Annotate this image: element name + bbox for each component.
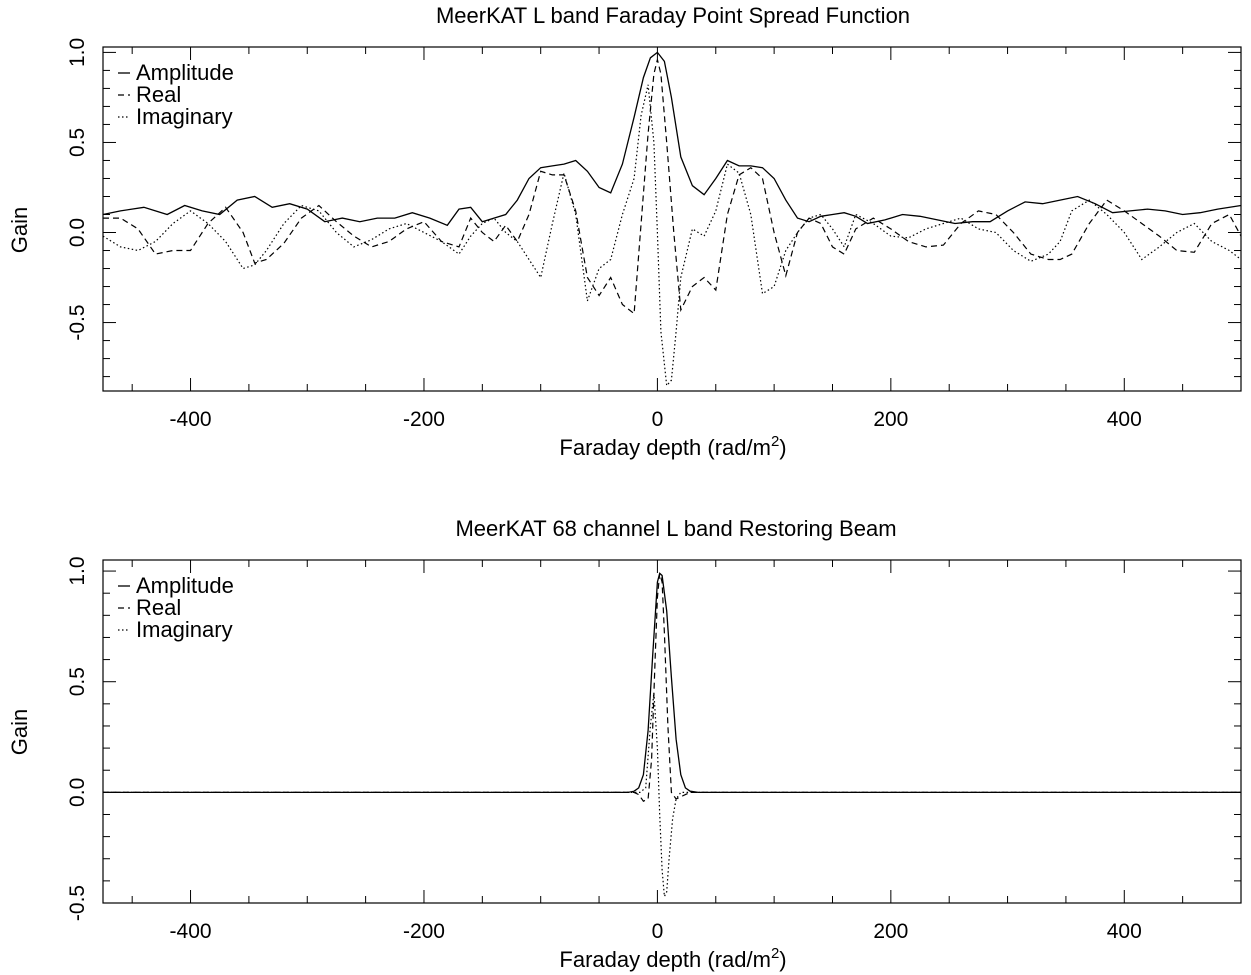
legend-label-amplitude: Amplitude bbox=[136, 60, 234, 85]
legend-label-real: Real bbox=[136, 595, 181, 620]
x-tick-label: 400 bbox=[1107, 408, 1142, 431]
y-tick-label: 1.0 bbox=[66, 556, 89, 585]
x-tick-label: -200 bbox=[403, 920, 445, 943]
y-axis-label: Gain bbox=[7, 709, 32, 755]
series-layer bbox=[102, 51, 1242, 388]
y-tick-label: 0.0 bbox=[66, 778, 89, 807]
x-tick-label: 0 bbox=[652, 920, 664, 943]
series-layer bbox=[103, 572, 1241, 899]
x-axis-label-superscript: 2 bbox=[771, 945, 779, 962]
x-tick-label: -200 bbox=[403, 408, 445, 431]
y-tick-label: 0.0 bbox=[66, 218, 89, 247]
chart-psf: MeerKAT L band Faraday Point Spread Func… bbox=[7, 3, 1242, 460]
series-line-imaginary bbox=[103, 692, 1241, 899]
axis-ticks bbox=[103, 47, 1242, 391]
legend-label-real: Real bbox=[136, 82, 181, 107]
x-tick-label: -400 bbox=[170, 408, 212, 431]
x-axis-label: Faraday depth (rad/m2) bbox=[559, 945, 786, 972]
legend-label-imaginary: Imaginary bbox=[136, 617, 233, 642]
legend-label-imaginary: Imaginary bbox=[136, 104, 233, 129]
axis-ticks bbox=[103, 560, 1242, 904]
chart-title: MeerKAT 68 channel L band Restoring Beam bbox=[455, 516, 896, 541]
x-tick-label: -400 bbox=[170, 920, 212, 943]
y-tick-label: 0.5 bbox=[66, 667, 89, 696]
tick-labels: -400 -200 0 200 400 -0.5 0.0 0.5 1.0 bbox=[66, 38, 1142, 431]
x-axis-label-text: Faraday depth (rad/m bbox=[559, 947, 771, 972]
series-line-real bbox=[103, 573, 1241, 802]
chart-title: MeerKAT L band Faraday Point Spread Func… bbox=[436, 3, 910, 28]
x-axis-label-text: Faraday depth (rad/m bbox=[559, 435, 771, 460]
x-axis-label-close: ) bbox=[779, 947, 786, 972]
series-line-real bbox=[103, 59, 1242, 315]
x-tick-label: 200 bbox=[873, 408, 908, 431]
series-line-amplitude bbox=[103, 572, 1241, 794]
legend-label-amplitude: Amplitude bbox=[136, 573, 234, 598]
y-tick-label: -0.5 bbox=[66, 304, 89, 340]
plot-frame bbox=[102, 559, 1242, 904]
x-axis-label-superscript: 2 bbox=[771, 433, 779, 450]
x-tick-label: 200 bbox=[873, 920, 908, 943]
x-axis-label: Faraday depth (rad/m2) bbox=[559, 433, 786, 460]
x-tick-label: 0 bbox=[652, 408, 664, 431]
y-tick-label: -0.5 bbox=[66, 885, 89, 921]
y-tick-label: 1.0 bbox=[66, 38, 89, 67]
chart-restoring-beam: MeerKAT 68 channel L band Restoring Beam… bbox=[7, 516, 1242, 972]
x-tick-label: 400 bbox=[1107, 920, 1142, 943]
tick-labels: -400 -200 0 200 400 -0.5 0.0 0.5 1.0 bbox=[66, 556, 1142, 943]
y-axis-label: Gain bbox=[7, 207, 32, 253]
series-line-imaginary bbox=[102, 84, 1242, 388]
series-line-amplitude bbox=[102, 51, 1242, 227]
y-tick-label: 0.5 bbox=[66, 128, 89, 157]
x-axis-label-close: ) bbox=[779, 435, 786, 460]
plot-frame bbox=[102, 46, 1242, 392]
